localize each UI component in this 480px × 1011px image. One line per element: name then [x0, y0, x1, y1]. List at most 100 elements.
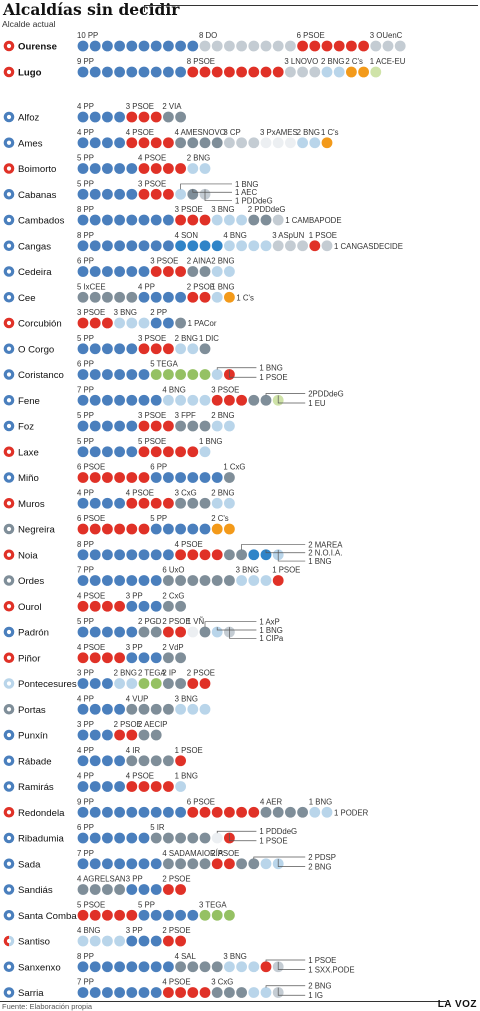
row-portas-seat — [77, 703, 89, 715]
row-boimorto-seat — [126, 163, 138, 174]
row-lugo-seat — [297, 66, 308, 78]
row-ourense-seat — [370, 40, 382, 52]
row-muros-name: Muros — [18, 499, 45, 510]
row-cangas-seat — [297, 240, 308, 252]
row-ames-seat — [260, 137, 272, 149]
row-pontecesures-label-0: 3 PP — [77, 669, 94, 678]
row-punxin-mayor-icon-center — [6, 732, 12, 738]
row-lugo-seat — [163, 66, 174, 78]
row-coristanco-label-0: 6 PP — [77, 360, 94, 369]
row-boimorto-label-1: 4 PSOE — [138, 154, 166, 163]
row-cedeira-mayor-icon-center — [6, 269, 12, 274]
row-sarria-seat — [236, 987, 248, 998]
row-ordes-seat — [260, 575, 272, 586]
row-pinor-label-2: 2 VdP — [162, 643, 183, 652]
row-sada-seat — [248, 858, 260, 870]
row-laxe-seat — [187, 446, 199, 458]
row-lugo-label-4: 2 C's — [345, 57, 363, 66]
row-ribadumia-seat — [114, 832, 125, 844]
row-o-corgo-label-3: 1 DIC — [199, 334, 219, 343]
row-pontecesures-seat — [138, 678, 150, 689]
row-negreira-seat — [77, 523, 89, 535]
row-cee-label-2: 2 PSOE — [187, 282, 215, 291]
row-pontecesures-seat — [114, 678, 125, 689]
row-cedeira-seat — [163, 266, 174, 277]
row-foz-seat — [150, 420, 162, 432]
row-ourol-seat — [150, 600, 162, 612]
row-muros-label-3: 2 BNG — [211, 488, 234, 497]
row-cambados-mayor-icon-center — [6, 217, 12, 223]
row-santiso-label-0: 4 BNG — [77, 926, 100, 935]
row-ramiras-seat — [138, 781, 150, 792]
row-fene-seat — [150, 394, 162, 406]
row-noia-seat — [126, 549, 138, 561]
row-cee-seat — [224, 291, 235, 303]
row-ourense-seat — [175, 40, 187, 52]
row-ourense-seat — [260, 40, 272, 52]
row-cangas-seat — [272, 240, 284, 252]
row-ourense-seat — [114, 40, 125, 52]
row-mino-label-2: 1 CxG — [223, 463, 245, 472]
row-sanxenxo-seat — [89, 961, 101, 973]
row-cee-seat — [187, 291, 199, 303]
row-coristanco-seat — [163, 369, 174, 380]
row-sarria-seat — [224, 987, 235, 998]
row-alfoz-seat — [114, 111, 125, 123]
row-cee-label-1: 4 PP — [138, 282, 155, 291]
row-padron-leader-0 — [204, 621, 257, 628]
row-redondela-seat — [321, 806, 333, 818]
row-foz-seat — [114, 420, 125, 432]
row-coristanco-seat — [175, 369, 187, 380]
row-ribadumia-seat — [89, 832, 101, 844]
row-cangas-seat — [199, 240, 211, 252]
row-cangas-trail-label: 1 CANGASDECIDE — [334, 242, 403, 251]
row-fene-mayor-icon-center — [6, 398, 12, 403]
row-sarria-seat — [187, 987, 199, 998]
row-portas-seat — [199, 703, 211, 715]
row-boimorto-seat — [187, 163, 199, 174]
row-sanxenxo-seat — [138, 961, 150, 973]
row-cee-seat — [77, 291, 89, 303]
row-rabade-seat — [77, 755, 89, 767]
row-ordes-mayor-icon-center — [6, 578, 12, 583]
row-ordes-seat — [138, 575, 150, 586]
row-pinor-seat — [102, 652, 113, 664]
row-ramiras-seat — [102, 781, 113, 792]
row-coristanco-seat — [138, 369, 150, 380]
row-punxin-seat — [77, 729, 89, 741]
title-rule — [144, 5, 478, 6]
row-foz-seat — [138, 420, 150, 432]
row-cabanas-seat — [163, 188, 174, 200]
row-lugo-seat — [199, 66, 211, 78]
row-ribadumia-seat — [175, 832, 187, 844]
row-ordes-seat — [224, 575, 235, 586]
row-muros-seat — [175, 497, 187, 509]
row-ames-seat — [248, 137, 260, 149]
row-ames-label-3: 3 CP — [223, 128, 240, 137]
row-redondela-seat — [126, 806, 138, 818]
row-redondela-name: Redondela — [18, 808, 65, 819]
row-padron-seat — [77, 626, 89, 638]
row-ourol-seat — [163, 600, 174, 612]
row-sada-name: Sada — [18, 859, 41, 870]
row-noia-seat — [102, 549, 113, 561]
row-o-corgo-seat — [187, 343, 199, 355]
row-ribadumia-name: Ribadumia — [18, 834, 65, 845]
row-rabade-seat — [150, 755, 162, 767]
row-muros-mayor-icon-center — [6, 501, 12, 506]
row-ourol-seat — [175, 600, 187, 612]
row-padron-side-label-1: 1 BNG — [259, 626, 282, 635]
row-sandias-seat — [77, 884, 89, 895]
row-sada-seat — [199, 858, 211, 870]
row-ramiras-seat — [89, 781, 101, 792]
row-cambados-seat — [150, 214, 162, 226]
row-lugo-name: Lugo — [18, 68, 42, 79]
row-sanxenxo-seat — [248, 961, 260, 973]
row-sada-label-1: 4 SADAMAIORÍA — [162, 849, 223, 858]
row-sarria-seat — [248, 987, 260, 998]
row-negreira-seat — [102, 523, 113, 535]
row-laxe-seat — [126, 446, 138, 458]
row-noia-leader-2 — [277, 549, 306, 562]
row-ordes-seat — [236, 575, 248, 586]
row-cambados-seat — [260, 214, 272, 226]
